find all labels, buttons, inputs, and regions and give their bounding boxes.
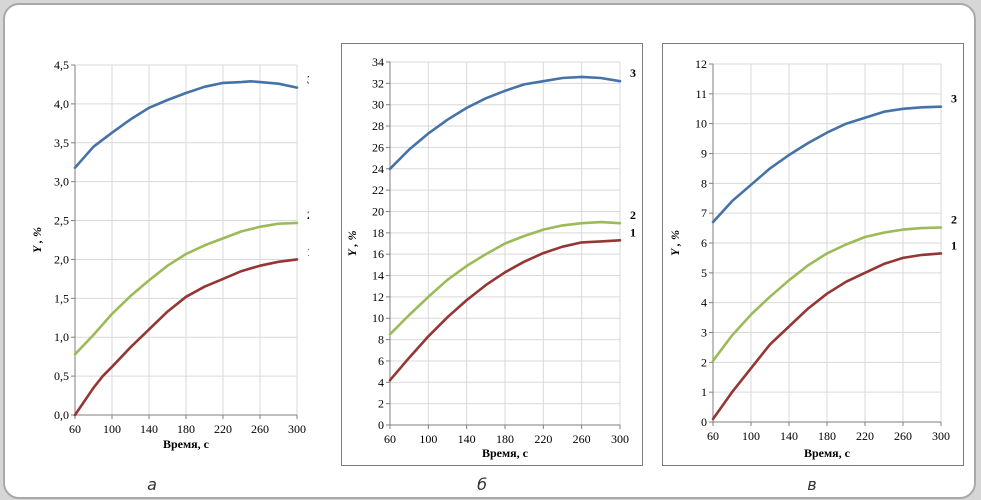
x-tick-label: 100 bbox=[419, 432, 437, 446]
x-tick-label: 180 bbox=[177, 422, 195, 436]
y-tick-label: 4,5 bbox=[54, 58, 69, 72]
y-tick-label: 20 bbox=[372, 204, 384, 218]
chart-panel-a: 0,0 0,5 1,0 1,5 2,0 2,5 3,0 3,5 4,0 4,5 60 100 140 18… bbox=[9, 41, 309, 466]
series-2-label: 2 bbox=[307, 208, 309, 222]
x-axis-title: Время, с bbox=[482, 446, 529, 460]
caption-b: б bbox=[477, 475, 487, 494]
series-3-line bbox=[73, 80, 299, 169]
y-tick-label: 12 bbox=[695, 57, 707, 71]
series-2-label: 2 bbox=[630, 208, 636, 222]
y-tick-label: 11 bbox=[695, 87, 707, 101]
series-2-line bbox=[711, 226, 943, 363]
y-tick-label: 0,0 bbox=[54, 408, 69, 422]
y-tick-label: 10 bbox=[372, 311, 384, 325]
series-1-line bbox=[388, 239, 622, 382]
y-tick-label: 1 bbox=[701, 385, 707, 399]
series-2-label: 2 bbox=[951, 212, 957, 226]
series-3-line bbox=[388, 75, 622, 171]
x-tick-label: 100 bbox=[103, 422, 121, 436]
y-axis-title: Y , % bbox=[30, 227, 44, 253]
series-3-label: 3 bbox=[307, 73, 309, 87]
y-tick-label: 10 bbox=[695, 117, 707, 131]
y-tick-label: 0 bbox=[701, 415, 707, 429]
x-tick-label: 300 bbox=[288, 422, 306, 436]
series-3-label: 3 bbox=[630, 66, 636, 80]
series-3-line bbox=[711, 105, 943, 224]
series-1-label: 1 bbox=[951, 238, 957, 252]
x-tick-label: 180 bbox=[496, 432, 514, 446]
chart-a: 0,0 0,5 1,0 1,5 2,0 2,5 3,0 3,5 4,0 4,5 60 100 140 18… bbox=[30, 58, 309, 451]
x-tick-label: 220 bbox=[214, 422, 232, 436]
y-tick-label: 4 bbox=[701, 296, 707, 310]
y-tick-label: 24 bbox=[372, 162, 384, 176]
x-tick-label: 180 bbox=[818, 429, 836, 443]
y-tick-label: 6 bbox=[378, 354, 384, 368]
y-tick-label: 2,5 bbox=[54, 214, 69, 228]
y-tick-label: 3,0 bbox=[54, 175, 69, 189]
x-tick-label: 220 bbox=[534, 432, 552, 446]
x-tick-label: 100 bbox=[742, 429, 760, 443]
y-axis-title: Y , % bbox=[668, 230, 682, 256]
x-tick-label: 260 bbox=[573, 432, 591, 446]
x-tick-label: 140 bbox=[140, 422, 158, 436]
chart-panel-v: 0 1 2 3 4 5 6 7 8 9 10 11 12 60 100 140 180 220 260 300 Врем… bbox=[662, 43, 964, 466]
y-tick-label: 16 bbox=[372, 247, 384, 261]
x-axis-title: Время, с bbox=[804, 446, 851, 460]
caption-v: в bbox=[807, 475, 817, 494]
y-tick-label: 8 bbox=[701, 176, 707, 190]
x-axis-title: Время, с bbox=[163, 437, 210, 451]
y-tick-label: 2 bbox=[378, 397, 384, 411]
caption-a: а bbox=[147, 475, 157, 494]
x-tick-label: 60 bbox=[384, 432, 396, 446]
y-tick-label: 30 bbox=[372, 98, 384, 112]
x-tick-label: 140 bbox=[458, 432, 476, 446]
x-tick-label: 300 bbox=[611, 432, 629, 446]
y-tick-label: 3,5 bbox=[54, 136, 69, 150]
chart-panel-b: 0 2 4 6 8 10 12 14 16 18 20 22 24 26 28 30 32 34 60 100 140 1… bbox=[341, 43, 643, 466]
y-axis-title: Y , % bbox=[345, 231, 359, 257]
y-tick-label: 9 bbox=[701, 147, 707, 161]
y-tick-label: 4,0 bbox=[54, 97, 69, 111]
series-1-line bbox=[73, 258, 299, 417]
y-tick-label: 0,5 bbox=[54, 369, 69, 383]
y-tick-label: 4 bbox=[378, 375, 384, 389]
y-tick-label: 6 bbox=[701, 236, 707, 250]
series-1-line bbox=[711, 252, 943, 421]
x-tick-label: 220 bbox=[856, 429, 874, 443]
y-tick-label: 7 bbox=[701, 206, 707, 220]
x-tick-label: 60 bbox=[69, 422, 81, 436]
y-tick-label: 12 bbox=[372, 290, 384, 304]
series-2-line bbox=[388, 220, 622, 336]
y-tick-label: 3 bbox=[701, 326, 707, 340]
x-tick-label: 300 bbox=[932, 429, 950, 443]
y-tick-label: 14 bbox=[372, 269, 384, 283]
series-2-line bbox=[73, 221, 299, 356]
y-tick-label: 22 bbox=[372, 183, 384, 197]
y-tick-label: 2 bbox=[701, 355, 707, 369]
y-tick-label: 8 bbox=[378, 333, 384, 347]
x-tick-label: 260 bbox=[251, 422, 269, 436]
y-tick-label: 34 bbox=[372, 55, 384, 69]
y-tick-label: 1,5 bbox=[54, 291, 69, 305]
y-tick-label: 32 bbox=[372, 76, 384, 90]
x-tick-label: 60 bbox=[707, 429, 719, 443]
y-tick-label: 1,0 bbox=[54, 330, 69, 344]
y-tick-label: 0 bbox=[378, 418, 384, 432]
series-1-label: 1 bbox=[630, 225, 636, 239]
figure-frame: 0,0 0,5 1,0 1,5 2,0 2,5 3,0 3,5 4,0 4,5 60 100 140 18… bbox=[3, 3, 976, 499]
y-tick-label: 2,0 bbox=[54, 252, 69, 266]
y-tick-label: 18 bbox=[372, 226, 384, 240]
y-tick-label: 28 bbox=[372, 119, 384, 133]
y-tick-label: 5 bbox=[701, 266, 707, 280]
series-1-label: 1 bbox=[307, 244, 309, 258]
x-tick-label: 140 bbox=[780, 429, 798, 443]
series-3-label: 3 bbox=[951, 92, 957, 106]
y-tick-label: 26 bbox=[372, 140, 384, 154]
x-tick-label: 260 bbox=[894, 429, 912, 443]
